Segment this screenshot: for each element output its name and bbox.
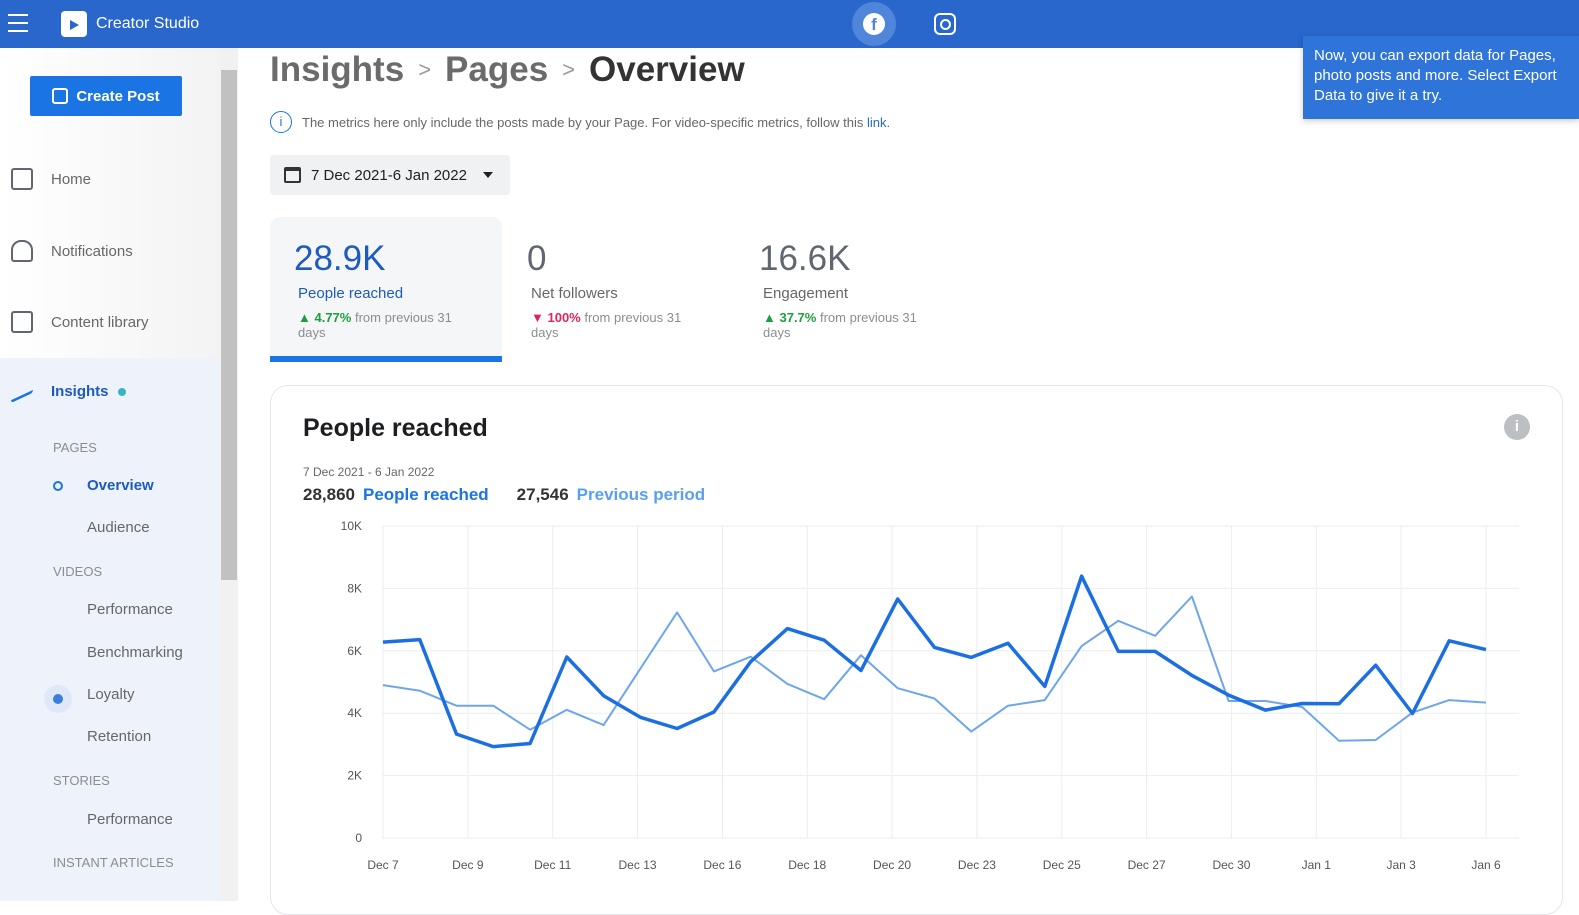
content-library-icon	[11, 311, 33, 333]
info-icon: i	[270, 111, 292, 133]
export-tooltip[interactable]: Now, you can export data for Pages, phot…	[1303, 36, 1579, 119]
calendar-icon	[284, 167, 301, 183]
sidebar-item-content-library[interactable]: Content library	[0, 311, 220, 333]
sidebar-sub-audience[interactable]: Audience	[87, 519, 150, 536]
edit-icon	[52, 88, 69, 104]
section-videos: VIDEOS	[53, 564, 103, 579]
totals: 28,860 People reached 27,546 Previous perio…	[303, 485, 706, 504]
sidebar-scrollbar[interactable]	[220, 48, 238, 901]
x-tick-label: Dec 27	[1128, 858, 1166, 872]
people-reached-card: People reached i 7 Dec 2021 - 6 Jan 2022…	[270, 385, 1563, 915]
sidebar-item-home[interactable]: Home	[0, 168, 220, 190]
create-post-button[interactable]: Create Post	[30, 76, 182, 116]
info-icon[interactable]: i	[1504, 414, 1530, 440]
chevron-right-icon: >	[562, 57, 576, 82]
breadcrumb: Insights > Pages > Overview	[270, 50, 745, 90]
facebook-icon: f	[863, 13, 885, 35]
breadcrumb-insights[interactable]: Insights	[270, 50, 405, 89]
sidebar-sub-overview[interactable]: Overview	[87, 477, 154, 494]
people-reached-chart: 0 2K 4K 6K 8K 10K Dec 7 Dec 9 Dec 11 Dec 13 Dec 16…	[341, 519, 1519, 872]
y-tick-label: 4K	[347, 706, 362, 720]
breadcrumb-pages[interactable]: Pages	[445, 50, 549, 89]
x-tick-label: Dec 30	[1212, 858, 1250, 872]
card-title: People reached	[303, 414, 488, 442]
series-line-previous-period	[382, 595, 1487, 742]
x-tick-label: Dec 7	[367, 858, 399, 872]
metric-engagement[interactable]: 16.6K Engagement ▲ 37.7% from previous 31 …	[759, 239, 917, 340]
x-tick-label: Jan 6	[1471, 858, 1501, 872]
sidebar-item-notifications[interactable]: Notifications	[0, 240, 220, 262]
sidebar-item-insights[interactable]: Insights	[0, 380, 220, 403]
x-tick-label: Jan 1	[1302, 858, 1332, 872]
y-tick-label: 0	[355, 831, 362, 845]
page-title: Overview	[589, 50, 745, 89]
scrollbar-thumb[interactable]	[221, 70, 237, 580]
menu-icon[interactable]	[8, 14, 28, 32]
creator-studio-logo-icon	[61, 11, 87, 37]
insights-icon	[11, 380, 33, 403]
home-icon	[11, 168, 33, 190]
x-tick-label: Jan 3	[1386, 858, 1416, 872]
sidebar-sub-retention[interactable]: Retention	[87, 728, 152, 745]
y-tick-label: 2K	[347, 769, 362, 783]
info-note: i The metrics here only include the posts…	[270, 111, 890, 133]
section-instant-articles: INSTANT ARTICLES	[53, 855, 174, 870]
section-pages: PAGES	[53, 440, 97, 455]
metric-people-reached[interactable]: 28.9K People reached ▲ 4.77% from previous…	[270, 217, 502, 362]
sidebar-sub-performance[interactable]: Performance	[87, 601, 173, 618]
bell-icon	[11, 240, 33, 262]
caret-down-icon	[482, 172, 493, 178]
section-stories: STORIES	[53, 773, 110, 788]
card-date-range: 7 Dec 2021 - 6 Jan 2022	[303, 465, 435, 479]
y-tick-label: 8K	[347, 581, 362, 595]
new-dot-icon	[117, 387, 126, 396]
selected-indicator-icon	[53, 481, 63, 491]
sidebar-sub-benchmarking[interactable]: Benchmarking	[87, 644, 183, 661]
sidebar-sub-stories-performance[interactable]: Performance	[87, 811, 173, 828]
video-metrics-link[interactable]: link	[867, 114, 887, 130]
sidebar-sub-loyalty[interactable]: Loyalty	[87, 686, 135, 703]
hover-highlight	[44, 685, 72, 713]
top-bar: Creator Studio f	[0, 0, 1579, 48]
x-tick-label: Dec 16	[703, 858, 741, 872]
chevron-right-icon: >	[418, 57, 432, 82]
sidebar: Create Post Home Notifications Content l…	[0, 48, 220, 901]
series-line-people-reached	[382, 574, 1487, 749]
metric-net-followers[interactable]: 0 Net followers ▼ 100% from previous 31 da…	[527, 239, 682, 340]
y-tick-label: 10K	[341, 519, 362, 533]
x-tick-label: Dec 9	[452, 858, 484, 872]
facebook-tab[interactable]: f	[852, 2, 896, 46]
x-tick-label: Dec 20	[873, 858, 911, 872]
y-tick-label: 6K	[347, 644, 362, 658]
x-tick-label: Dec 25	[1043, 858, 1081, 872]
app-title: Creator Studio	[96, 15, 200, 32]
x-tick-label: Dec 23	[958, 858, 996, 872]
instagram-icon[interactable]	[934, 13, 956, 35]
date-range-picker[interactable]: 7 Dec 2021-6 Jan 2022	[270, 155, 510, 195]
x-tick-label: Dec 13	[619, 858, 657, 872]
x-tick-label: Dec 11	[534, 858, 571, 872]
x-tick-label: Dec 18	[788, 858, 826, 872]
